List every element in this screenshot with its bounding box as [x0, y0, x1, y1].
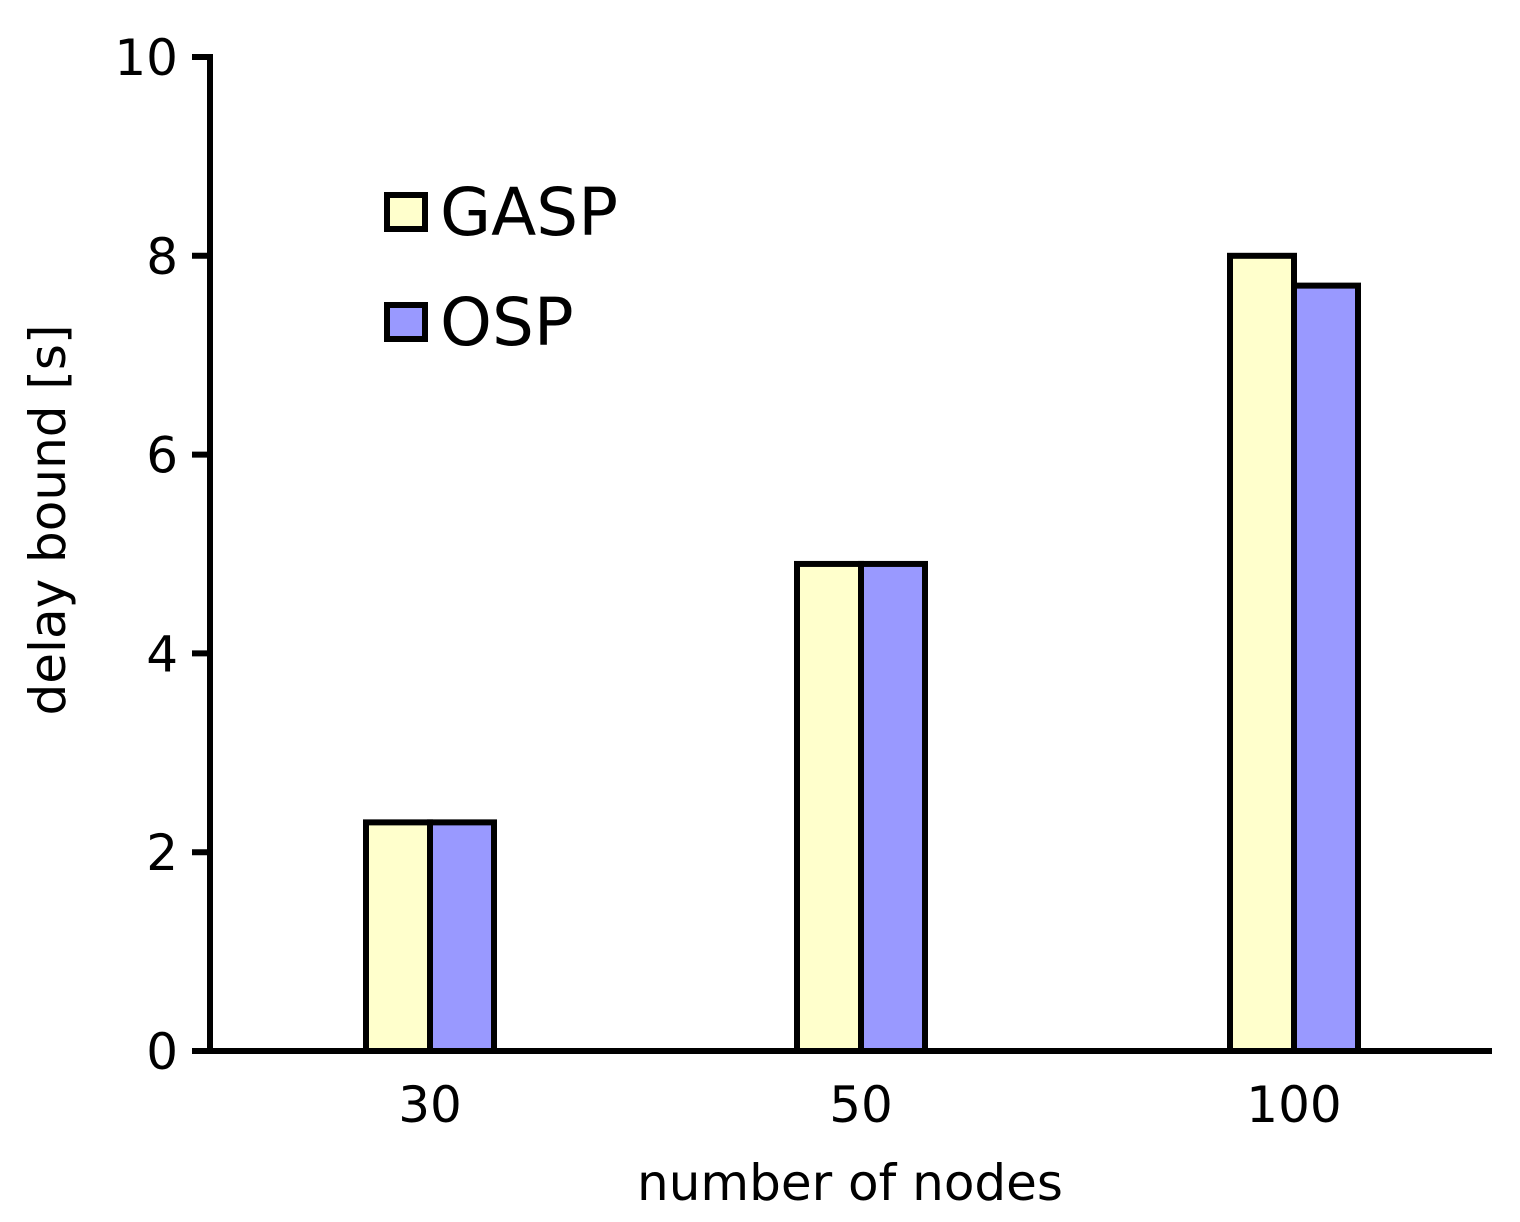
x-tick-label: 100 [1246, 1076, 1341, 1134]
y-tick-label: 6 [146, 427, 178, 485]
legend-swatch-osp [384, 302, 428, 342]
y-tick-label: 8 [146, 228, 178, 286]
bar-osp-100 [1291, 282, 1361, 1054]
bar-gasp-30 [363, 819, 433, 1054]
y-axis-ticks: 0 2 4 6 8 10 [114, 29, 210, 1081]
y-tick-label: 10 [114, 29, 178, 87]
x-axis-title: number of nodes [637, 1154, 1063, 1212]
y-tick-label: 2 [146, 824, 178, 882]
legend-label-gasp: GASP [440, 174, 618, 251]
y-axis-title: delay bound [s] [19, 325, 77, 716]
x-tick-label: 50 [829, 1076, 893, 1134]
bar-osp-30 [427, 819, 497, 1054]
legend: GASP OSP [384, 174, 618, 361]
bar-gasp-100 [1227, 252, 1297, 1055]
bar-gasp-50 [794, 560, 864, 1054]
y-tick-label: 4 [146, 625, 178, 683]
legend-label-osp: OSP [440, 284, 574, 361]
legend-swatch-gasp [384, 192, 428, 232]
x-tick-label: 30 [398, 1076, 462, 1134]
bars-group [363, 252, 1361, 1055]
y-tick-label: 0 [146, 1023, 178, 1081]
bar-osp-50 [858, 560, 928, 1054]
x-axis-ticks: 30 50 100 [398, 1076, 1342, 1134]
